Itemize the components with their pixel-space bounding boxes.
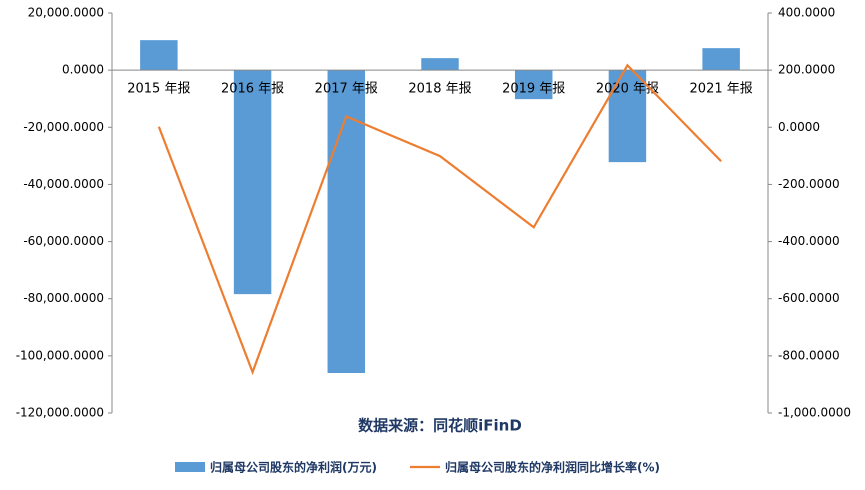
x-tick-label: 2018 年报 bbox=[408, 82, 471, 97]
legend-swatch bbox=[175, 462, 205, 472]
x-tick-label: 2015 年报 bbox=[127, 82, 190, 97]
bar bbox=[514, 70, 553, 100]
x-tick-label: 2021 年报 bbox=[690, 82, 753, 97]
bar bbox=[233, 70, 272, 295]
line bbox=[157, 63, 722, 376]
y-tick-label: -80,000.0000 bbox=[23, 291, 104, 305]
bar bbox=[421, 58, 459, 71]
y-tick-label: 0.0000 bbox=[62, 63, 104, 77]
bar bbox=[140, 40, 178, 71]
y-tick-label: -120,000.0000 bbox=[16, 406, 104, 420]
y-tick-label: -20,000.0000 bbox=[23, 120, 104, 134]
y-tick-label: -100,000.0000 bbox=[16, 348, 104, 362]
y2-tick-label: -600.0000 bbox=[778, 291, 840, 305]
y-tick-label: 20,000.0000 bbox=[28, 6, 104, 20]
x-tick-label: 2019 年报 bbox=[502, 82, 565, 97]
y2-tick-label: -1,000.0000 bbox=[778, 406, 851, 420]
bar bbox=[702, 48, 740, 71]
legend-label: 归属母公司股东的净利润(万元) bbox=[210, 460, 377, 475]
y-tick-label: -60,000.0000 bbox=[23, 234, 104, 248]
x-tick-label: 2017 年报 bbox=[315, 82, 378, 97]
source-note: 数据来源：同花顺iFinD bbox=[358, 417, 522, 435]
y2-tick-label: 200.0000 bbox=[778, 63, 835, 77]
y-tick-label: -40,000.0000 bbox=[23, 177, 104, 191]
legend-label: 归属母公司股东的净利润同比增长率(%) bbox=[445, 460, 660, 475]
y2-tick-label: 0.0000 bbox=[778, 120, 820, 134]
y2-tick-label: -200.0000 bbox=[778, 177, 840, 191]
y2-tick-label: -400.0000 bbox=[778, 234, 840, 248]
y2-tick-label: -800.0000 bbox=[778, 348, 840, 362]
y2-tick-label: 400.0000 bbox=[778, 6, 835, 20]
x-tick-label: 2016 年报 bbox=[221, 82, 284, 97]
